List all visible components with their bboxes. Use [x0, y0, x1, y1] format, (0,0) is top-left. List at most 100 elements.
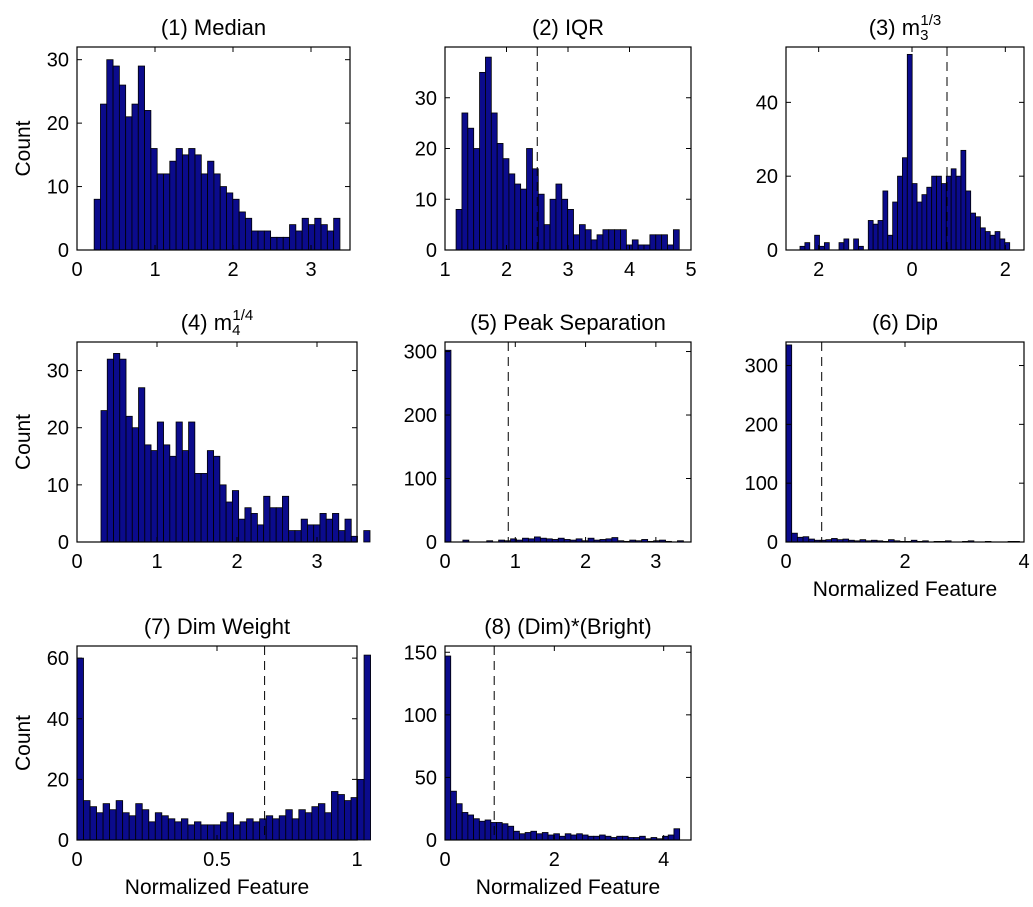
histogram-bar	[590, 239, 598, 251]
histogram-bar	[125, 415, 133, 543]
histogram-bar	[785, 344, 793, 543]
subplot-title: (7) Dim Weight	[144, 614, 290, 639]
histogram-bar	[838, 242, 845, 251]
subplot-8: 0 2 4 0 50 100 150 (8) (Dim)*(Bright) Normalized…	[404, 614, 692, 899]
histogram-bar	[906, 53, 913, 251]
histogram-bar	[363, 654, 371, 841]
histogram-bar	[332, 513, 340, 543]
histogram-bar	[337, 794, 345, 841]
axes-frame	[444, 645, 692, 841]
histogram-bar	[188, 148, 196, 251]
histogram-bar	[331, 791, 339, 841]
x-tick-label: 2	[231, 551, 242, 573]
y-axis-label: Count	[12, 414, 35, 470]
x-tick-label: 0	[71, 259, 82, 281]
histogram-bar	[496, 822, 503, 841]
y-tick-label: 50	[415, 767, 437, 789]
histogram-bar	[564, 833, 572, 841]
histogram-bar	[220, 821, 228, 841]
histogram-bar	[576, 833, 583, 841]
histogram-bar	[232, 198, 240, 251]
histogram-bar	[326, 230, 335, 251]
histogram-bar	[872, 223, 879, 251]
histogram-bar	[526, 148, 533, 251]
histogram-bar	[584, 229, 592, 251]
histogram-bar	[960, 149, 967, 251]
histogram-bar	[311, 806, 319, 841]
histogram-bars	[444, 655, 681, 841]
axes-frame	[76, 46, 351, 251]
histogram-bar	[484, 819, 492, 841]
histogram-bar	[791, 532, 798, 543]
histogram-bar	[467, 127, 475, 251]
histogram-bar	[259, 818, 267, 841]
x-tick-label: 2	[813, 259, 824, 281]
histogram-bar	[473, 148, 480, 251]
y-tick-label: 20	[415, 139, 437, 161]
x-tick-label: 2	[549, 849, 560, 871]
histogram-bar	[174, 821, 182, 841]
histogram-bar	[344, 800, 352, 841]
x-tick-label: 3	[650, 551, 661, 573]
histogram-bar	[148, 821, 156, 841]
histogram-bar	[596, 234, 604, 251]
histogram-bar	[804, 242, 811, 251]
histogram-bar	[231, 490, 240, 543]
histogram-bar	[324, 812, 332, 841]
histogram-bar	[100, 103, 108, 251]
histogram-bars	[444, 349, 684, 543]
histogram-bar	[450, 790, 457, 841]
histogram-bar	[144, 444, 152, 543]
histogram-bar	[534, 536, 541, 543]
histogram-bar	[137, 65, 145, 251]
subplot-7: 0 0.5 1 0 20 40 60 (7) Dim Weight Count Normalize…	[12, 614, 371, 899]
y-tick-label: 20	[756, 166, 778, 188]
histogram-bar	[325, 518, 333, 543]
histogram-bar	[226, 192, 234, 251]
histogram-bar	[631, 239, 639, 251]
histogram-bar	[950, 168, 957, 251]
histogram-bar	[643, 244, 651, 251]
histogram-bar	[555, 183, 563, 251]
histogram-bar	[288, 530, 296, 543]
histogram-bar	[167, 818, 176, 841]
histogram-bar	[926, 186, 933, 251]
subplot-2: 1 2 3 4 5 0 10 20 30 (2) IQR	[415, 15, 697, 281]
histogram-bar	[156, 421, 164, 543]
histogram-bar	[333, 217, 341, 251]
x-tick-label: 3	[311, 551, 322, 573]
histogram-bar	[936, 175, 942, 251]
axes-frame	[444, 341, 692, 543]
histogram-bar	[291, 818, 300, 841]
y-tick-label: 200	[404, 405, 437, 427]
histogram-bar	[892, 201, 898, 251]
histogram-bar	[301, 217, 309, 251]
histogram-bar	[181, 450, 189, 543]
y-tick-label: 20	[47, 113, 69, 135]
histogram-bar	[276, 236, 284, 251]
histogram-bar	[530, 830, 537, 841]
histogram-bar	[843, 238, 850, 251]
x-tick-label: 2	[1000, 259, 1011, 281]
y-tick-label: 30	[415, 88, 437, 110]
histogram-bar	[532, 168, 539, 251]
histogram-bar	[115, 800, 124, 841]
x-tick-label: 1	[510, 551, 521, 573]
histogram-bar	[238, 211, 246, 251]
x-tick-label: 5	[685, 259, 696, 281]
histogram-bar	[496, 143, 504, 251]
histogram-bars	[100, 353, 371, 543]
histogram-bars	[799, 53, 1011, 251]
histogram-bars	[93, 59, 341, 251]
histogram-bar	[602, 229, 610, 251]
histogram-bar	[970, 212, 976, 251]
x-tick-label: 0.5	[203, 849, 231, 871]
histogram-bar	[965, 190, 972, 251]
x-tick-label: 1	[351, 849, 362, 871]
y-tick-label: 300	[745, 356, 778, 378]
histogram-bar	[89, 806, 97, 841]
x-tick-label: 4	[658, 849, 669, 871]
histogram-bar	[100, 410, 108, 543]
y-tick-label: 0	[58, 532, 69, 554]
histogram-bar	[194, 821, 202, 841]
